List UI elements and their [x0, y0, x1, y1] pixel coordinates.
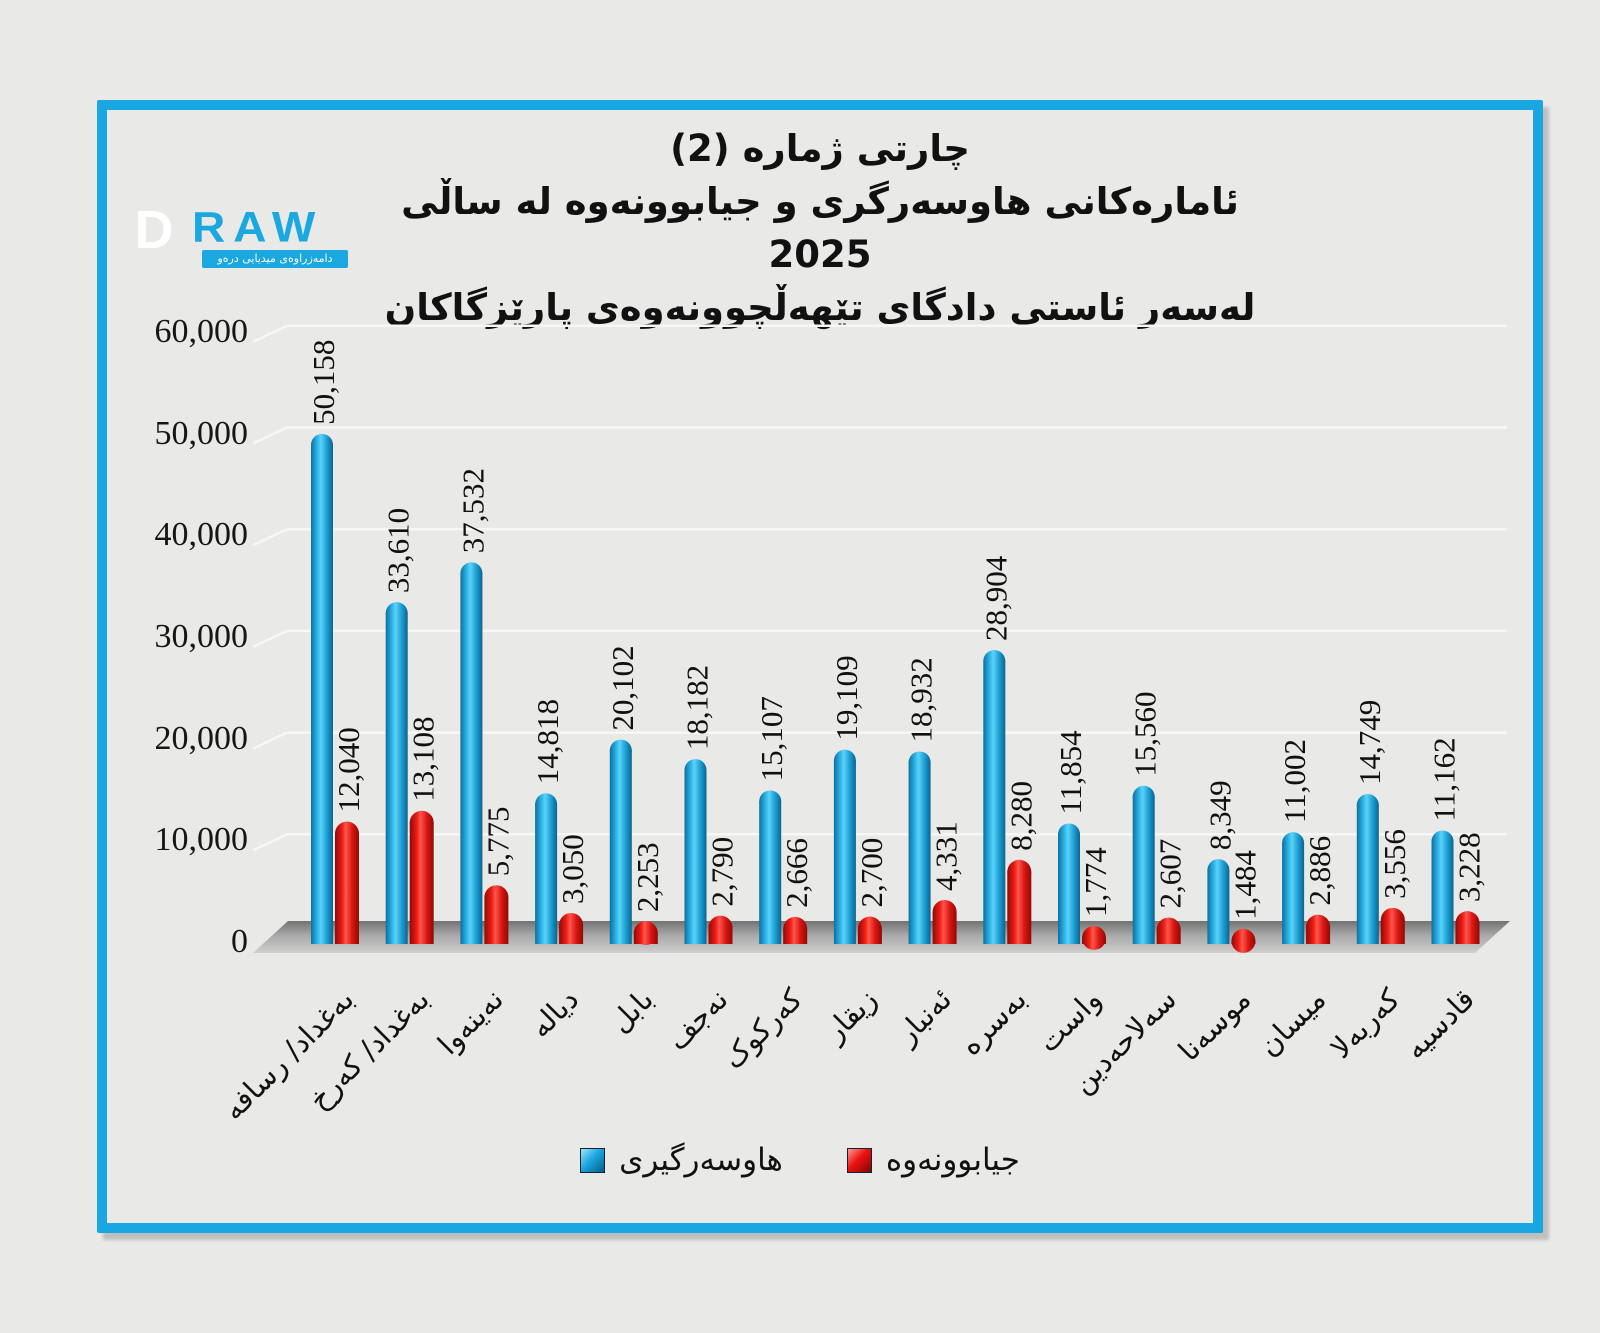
bar-marriage-8: [908, 751, 931, 944]
gridline: [252, 324, 1507, 343]
chart-frame-border: [97, 100, 1543, 1233]
bar-marriage-4: [609, 739, 632, 944]
y-tick-0: 0: [231, 923, 248, 960]
chart-title-line1: چارتی ژماره (2): [670, 127, 970, 170]
bar-divorce-8: [932, 899, 957, 944]
bar-divorce-value-label-3: 3,050: [555, 834, 590, 904]
draw-media-logo: D RAW دامەزراوەی میدیایی درەو: [116, 192, 356, 282]
gridline: [252, 833, 1507, 852]
bar-marriage-13: [1282, 832, 1305, 944]
bar-marriage-value-label-2: 37,532: [455, 468, 490, 553]
bar-divorce-value-label-0: 12,040: [331, 727, 366, 812]
y-tick-30000: 30,000: [154, 617, 249, 655]
bar-divorce-value-label-9: 8,280: [1003, 781, 1038, 851]
divorce-swatch-icon: [846, 1147, 872, 1173]
bar-marriage-value-label-15: 11,162: [1427, 737, 1462, 821]
gridline: [252, 426, 1507, 445]
bar-marriage-9: [983, 650, 1006, 944]
bar-divorce-value-label-5: 2,790: [705, 837, 740, 907]
bar-divorce-2: [484, 885, 509, 944]
bar-marriage-value-label-5: 18,182: [680, 665, 715, 750]
gridline: [252, 527, 1507, 547]
bar-divorce-4: [633, 921, 658, 946]
logo-tagline: دامەزراوەی میدیایی درەو: [202, 250, 348, 268]
bar-marriage-2: [460, 562, 483, 944]
bar-marriage-value-label-7: 19,109: [829, 655, 864, 740]
bar-divorce-value-label-11: 2,607: [1153, 839, 1188, 909]
bar-marriage-value-label-9: 28,904: [978, 555, 1013, 641]
bar-marriage-value-label-6: 15,107: [754, 696, 789, 781]
bar-divorce-0: [335, 821, 359, 944]
bar-marriage-value-label-14: 14,749: [1352, 700, 1387, 785]
logo-circle-icon: D: [116, 194, 192, 270]
bar-divorce-10: [1082, 925, 1106, 950]
chart-legend: هاوسەرگیری جیابوونەوه: [0, 1142, 1600, 1178]
bar-divorce-value-label-4: 2,253: [630, 842, 665, 912]
bar-marriage-value-label-11: 15,560: [1128, 692, 1163, 777]
logo-letter-d: D: [134, 200, 174, 260]
y-tick-40000: 40,000: [154, 516, 249, 554]
legend-label-divorce: جیابوونەوه: [885, 1142, 1020, 1178]
bar-divorce-12: [1231, 928, 1256, 953]
bar-marriage-3: [535, 793, 558, 944]
logo-raw-text: RAW: [192, 203, 324, 251]
chart-title: چارتی ژماره (2) ئامارەکانی هاوسەرگری و ج…: [380, 122, 1260, 334]
bar-divorce-3: [559, 912, 584, 944]
bar-divorce-15: [1455, 911, 1480, 944]
bar-marriage-value-label-0: 50,158: [306, 340, 341, 425]
bar-marriage-10: [1058, 823, 1080, 944]
bar-divorce-13: [1306, 914, 1331, 944]
gridline: [252, 731, 1507, 750]
bar-divorce-value-label-10: 1,774: [1078, 847, 1113, 917]
bar-marriage-value-label-8: 18,932: [904, 657, 939, 742]
bar-marriage-1: [385, 602, 408, 944]
bar-divorce-value-label-7: 2,700: [854, 838, 889, 908]
bar-marriage-value-label-1: 33,610: [381, 508, 416, 593]
bar-marriage-0: [311, 433, 333, 944]
bar-marriage-7: [833, 749, 856, 944]
bar-divorce-value-label-1: 13,108: [406, 716, 441, 801]
bar-marriage-5: [684, 759, 707, 944]
bar-marriage-6: [759, 790, 782, 944]
bar-marriage-14: [1356, 794, 1379, 944]
bar-divorce-14: [1380, 907, 1405, 944]
chart-title-line3: لەسەر ئاستی دادگای تێهەڵچوونەوەی پارێزگا…: [384, 286, 1256, 329]
bar-marriage-value-label-12: 8,349: [1202, 780, 1237, 850]
marriage-swatch-icon: [580, 1147, 606, 1173]
y-tick-60000: 60,000: [154, 312, 249, 350]
y-tick-10000: 10,000: [154, 821, 249, 859]
bar-marriage-11: [1132, 785, 1155, 944]
legend-label-marriage: هاوسەرگیری: [619, 1142, 783, 1178]
chart-title-line2: ئامارەکانی هاوسەرگری و جیابوونەوه له ساڵ…: [401, 180, 1239, 276]
bar-divorce-11: [1156, 917, 1181, 944]
bar-marriage-12: [1207, 859, 1230, 944]
bar-divorce-value-label-13: 2,886: [1302, 836, 1337, 906]
bar-divorce-value-label-2: 5,775: [480, 807, 515, 877]
y-tick-20000: 20,000: [154, 719, 249, 757]
bar-divorce-6: [783, 916, 808, 944]
bar-divorce-7: [857, 916, 882, 944]
bar-marriage-value-label-4: 20,102: [605, 645, 640, 730]
bar-divorce-value-label-12: 1,484: [1227, 850, 1262, 920]
bar-marriage-value-label-3: 14,818: [530, 699, 565, 784]
bar-divorce-value-label-6: 2,666: [779, 838, 814, 908]
bar-divorce-value-label-14: 3,556: [1377, 829, 1412, 899]
gridline: [252, 629, 1507, 649]
legend-item-divorce: جیابوونەوه: [846, 1142, 1020, 1178]
legend-item-marriage: هاوسەرگیری: [580, 1142, 783, 1178]
bar-marriage-value-label-10: 11,854: [1053, 730, 1088, 815]
bar-marriage-15: [1431, 830, 1454, 944]
bar-divorce-value-label-15: 3,228: [1452, 832, 1487, 902]
bar-divorce-9: [1007, 859, 1032, 944]
bar-marriage-value-label-13: 11,002: [1277, 739, 1312, 823]
bar-divorce-1: [409, 810, 434, 944]
bar-divorce-5: [708, 915, 733, 944]
y-tick-50000: 50,000: [154, 414, 249, 452]
bar-divorce-value-label-8: 4,331: [929, 821, 964, 891]
